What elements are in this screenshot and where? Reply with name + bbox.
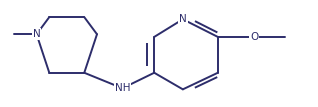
Text: NH: NH [115, 83, 130, 93]
Text: N: N [33, 29, 40, 39]
Text: O: O [250, 32, 259, 42]
Text: N: N [179, 14, 187, 24]
